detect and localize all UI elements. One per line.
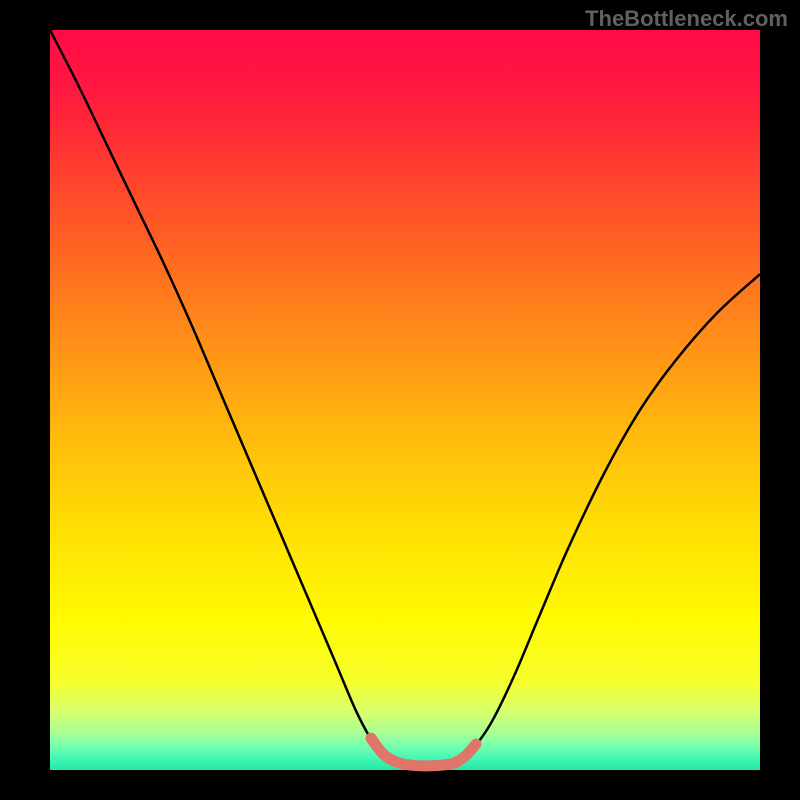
chart-container: TheBottleneck.com (0, 0, 800, 800)
watermark-text: TheBottleneck.com (585, 6, 788, 32)
plot-background (50, 30, 760, 770)
chart-svg (0, 0, 800, 800)
